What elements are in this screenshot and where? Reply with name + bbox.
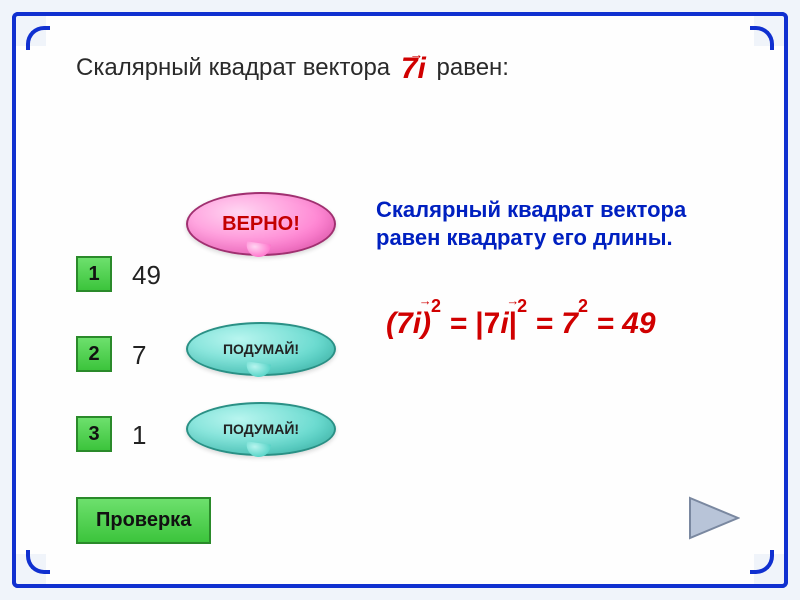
- question-suffix: равен:: [437, 54, 509, 81]
- feedback-text: ПОДУМАЙ!: [223, 421, 299, 437]
- vector-arrow-icon: i: [413, 307, 421, 341]
- feedback-bubble-think-2: ПОДУМАЙ!: [186, 322, 336, 376]
- question-prefix: Скалярный квадрат вектора: [76, 54, 390, 81]
- feedback-text: ВЕРНО!: [222, 213, 300, 236]
- vector-7i: 7i →: [397, 52, 430, 86]
- next-slide-icon[interactable]: [688, 496, 740, 540]
- option-value-2: 7: [132, 340, 146, 371]
- feedback-bubble-correct: ВЕРНО!: [186, 192, 336, 256]
- corner-decoration: [754, 554, 788, 588]
- slide-frame: Скалярный квадрат вектора 7i → равен: ВЕ…: [12, 12, 788, 588]
- explanation-text: Скалярный квадрат вектора равен квадрату…: [376, 196, 756, 251]
- option-value-1: 49: [132, 260, 161, 291]
- corner-decoration: [12, 12, 46, 46]
- feedback-bubble-think-3: ПОДУМАЙ!: [186, 402, 336, 456]
- option-button-1[interactable]: 1: [76, 256, 112, 292]
- option-button-3[interactable]: 3: [76, 416, 112, 452]
- option-value-3: 1: [132, 420, 146, 451]
- corner-decoration: [12, 554, 46, 588]
- question-text: Скалярный квадрат вектора 7i → равен:: [76, 52, 509, 86]
- option-button-2[interactable]: 2: [76, 336, 112, 372]
- formula: (7i)2 = |7i|2 = 72 = 49: [386, 306, 656, 341]
- vector-arrow-icon: →: [409, 46, 423, 62]
- feedback-text: ПОДУМАЙ!: [223, 341, 299, 357]
- corner-decoration: [754, 12, 788, 46]
- vector-arrow-icon: i: [500, 307, 508, 341]
- check-button[interactable]: Проверка: [76, 497, 211, 544]
